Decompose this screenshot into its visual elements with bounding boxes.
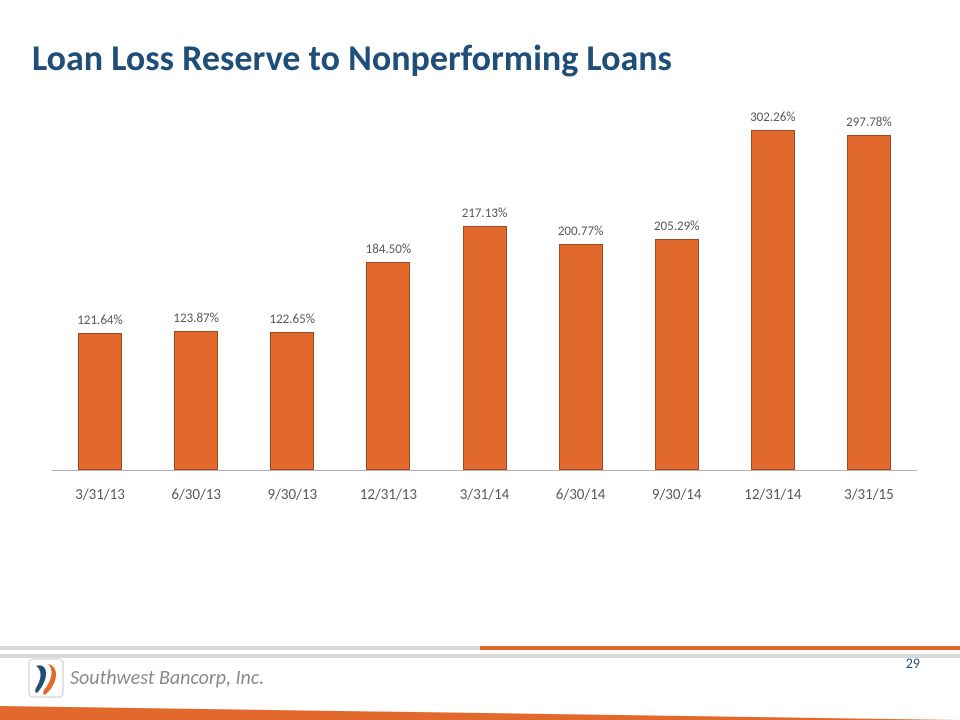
data-label: 122.65% xyxy=(252,312,332,327)
brand-logo-icon xyxy=(28,658,64,698)
x-axis-label: 3/31/15 xyxy=(824,486,914,504)
footer-accent-line xyxy=(480,646,960,650)
footer-band: Southwest Bancorp, Inc. xyxy=(0,640,960,720)
data-label: 302.26% xyxy=(733,110,813,125)
bar xyxy=(463,226,507,470)
x-axis-label: 3/31/13 xyxy=(55,486,145,504)
bar xyxy=(366,262,410,470)
data-label: 217.13% xyxy=(445,206,525,221)
brand-name: Southwest Bancorp, Inc. xyxy=(70,666,264,690)
data-label: 184.50% xyxy=(348,242,428,257)
bar xyxy=(751,130,795,470)
data-label: 200.77% xyxy=(541,224,621,239)
brand-lockup: Southwest Bancorp, Inc. xyxy=(28,658,264,698)
slide-title: Loan Loss Reserve to Nonperforming Loans xyxy=(32,36,672,80)
data-label: 297.78% xyxy=(829,115,909,130)
x-axis-label: 9/30/14 xyxy=(632,486,722,504)
bar xyxy=(174,331,218,470)
data-label: 123.87% xyxy=(156,311,236,326)
slide: Loan Loss Reserve to Nonperforming Loans… xyxy=(0,0,960,720)
bar-chart: 121.64% 3/31/13 123.87% 6/30/13 122.65% 9/30/… xyxy=(52,110,917,520)
footer-wedge-icon xyxy=(0,706,960,720)
x-axis-label: 12/31/14 xyxy=(728,486,818,504)
x-axis-label: 6/30/14 xyxy=(536,486,626,504)
bar xyxy=(559,244,603,470)
bar xyxy=(270,332,314,470)
data-label: 121.64% xyxy=(60,313,140,328)
bar xyxy=(847,135,891,470)
x-axis-line xyxy=(52,470,917,471)
x-axis-label: 12/31/13 xyxy=(343,486,433,504)
plot-area: 121.64% 3/31/13 123.87% 6/30/13 122.65% 9/30/… xyxy=(52,110,917,520)
bar xyxy=(655,239,699,470)
x-axis-label: 9/30/13 xyxy=(247,486,337,504)
bar xyxy=(78,333,122,470)
data-label: 205.29% xyxy=(637,219,717,234)
x-axis-label: 3/31/14 xyxy=(440,486,530,504)
x-axis-label: 6/30/13 xyxy=(151,486,241,504)
